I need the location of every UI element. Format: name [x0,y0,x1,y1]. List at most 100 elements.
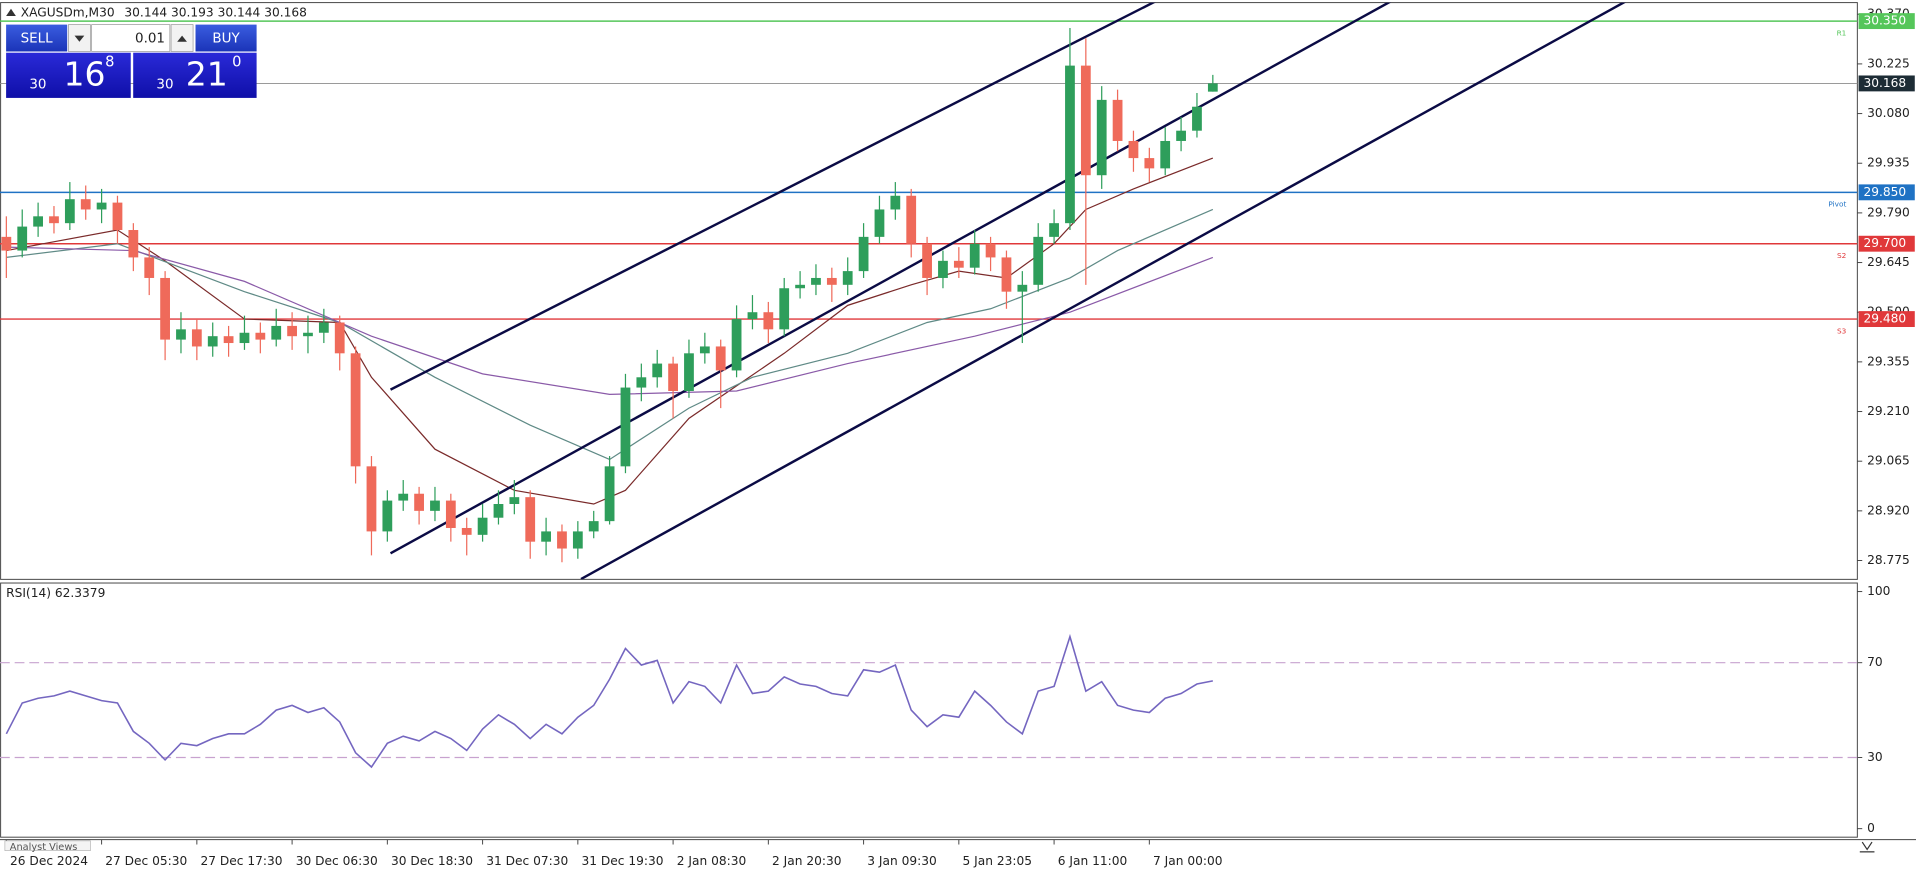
candle-body [398,493,409,501]
y-tick-label: 30.225 [1867,56,1910,70]
candle-body [715,346,726,371]
scroll-icon[interactable] [1861,841,1873,851]
y-tick-label: 28.920 [1867,503,1910,517]
level-box [1858,13,1915,30]
candle-body [826,277,837,285]
y-tick-label: 29.065 [1867,454,1910,468]
candle-body [80,199,91,210]
arrow-up [177,35,187,42]
candle-body [128,230,139,258]
level-box [1858,184,1915,201]
sell-label: SELL [21,32,54,47]
x-tick-label: 31 Dec 07:30 [486,854,568,868]
x-tick-label: 26 Dec 2024 [10,854,88,868]
candle-body [207,336,218,347]
sell-button[interactable] [6,24,68,52]
candle-body [445,500,456,528]
y-tick-label: 28.775 [1867,553,1910,567]
rsi-tick-label: 0 [1867,821,1875,835]
candle-body [350,353,361,467]
candle-body [1144,158,1155,169]
arrow-down [74,35,85,42]
buy-button[interactable] [195,24,257,52]
candle-body [668,363,678,391]
x-tick-label: 30 Dec 06:30 [296,854,378,868]
y-tick-label: 29.645 [1867,255,1910,269]
candle-body [1017,284,1028,292]
header-high: 30.193 [171,5,214,19]
candle-body [938,260,948,278]
candle-body [525,497,536,542]
candle-body [1207,83,1218,92]
candle-body [811,277,821,285]
candle-body [541,531,551,542]
candle-body [493,504,504,518]
candle-body [239,332,250,344]
candle-body [17,226,28,251]
x-tick-label: 31 Dec 19:30 [582,854,664,868]
x-tick-label: 27 Dec 05:30 [105,854,187,868]
candle-body [176,329,186,340]
candle-body [874,209,885,237]
candle-body [684,353,694,391]
rsi-current: 62.3379 [55,585,105,599]
x-tick-label: 3 Jan 09:30 [867,854,937,868]
candle-body [1160,140,1171,169]
level-label: 29.700 [1863,236,1906,250]
header-open: 30.144 [124,5,167,19]
candle-body [366,466,377,532]
ask-box[interactable] [133,52,257,98]
trade-panel: SELL 0.01 BUY 30 16 8 30 21 0 [6,24,257,98]
candle-body [287,325,297,337]
candle-body [318,322,329,333]
candle-body [1065,65,1075,224]
level-box [1858,311,1915,328]
tab[interactable] [4,840,91,851]
candle-body [160,277,170,340]
candle-body [96,202,107,210]
candle-body [572,531,583,549]
x-tick-label: 2 Jan 08:30 [677,854,747,868]
candle-body [699,346,710,354]
level-label: 29.480 [1863,312,1906,326]
candle-body [652,363,663,378]
trend-channel-line [389,2,1156,391]
moving-average [6,208,1214,461]
y-tick-label: 29.355 [1867,354,1910,368]
candle-body [64,199,75,224]
candle-body [223,336,234,344]
candle-body [303,332,313,337]
candle-body [795,284,805,289]
lot-input[interactable] [91,24,171,52]
ask-head: 30 [156,77,173,92]
candle-body [33,216,43,227]
candle-body [636,377,647,388]
candle-body [430,500,440,511]
x-tick-label: 6 Jan 11:00 [1058,854,1128,868]
candle-body [414,493,424,511]
candle-body [922,243,932,278]
candle-body [731,319,742,371]
level-name: R1 [1837,28,1847,37]
candle-body [1112,99,1123,141]
y-tick-label: 29.790 [1867,205,1910,219]
header-close: 30.168 [264,5,307,19]
y-tick-label: 30.080 [1867,106,1910,120]
level-box [1858,235,1915,252]
rsi-title: RSI(14) 62.3379 [6,585,105,599]
candle-body [49,216,59,224]
candle-body [112,202,123,231]
candle-body [842,271,853,285]
rsi-plot [0,633,1858,769]
candle-body [1176,130,1186,141]
collapse-icon[interactable] [6,8,16,17]
lot-value: 0.01 [135,32,165,47]
candle-body [509,497,520,505]
level-name: Pivot [1828,200,1846,209]
bid-main: 16 [64,54,106,93]
level-name: S3 [1837,326,1847,335]
bid-box[interactable] [6,52,131,98]
